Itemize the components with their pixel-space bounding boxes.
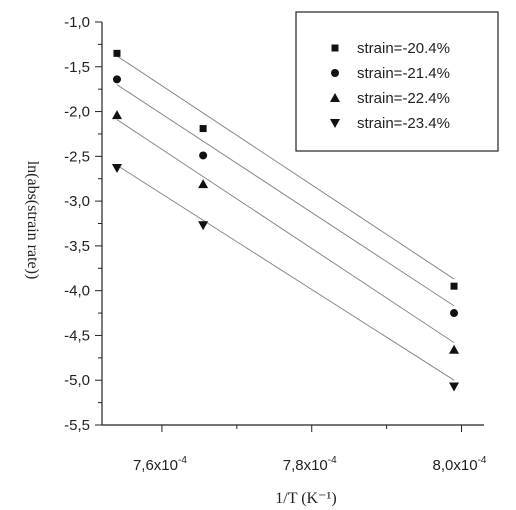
legend-marker: [330, 93, 340, 102]
data-point: [112, 75, 121, 84]
data-point: [111, 163, 122, 173]
data-point: [450, 309, 459, 318]
legend-label: strain=-20.4%: [357, 40, 450, 57]
y-tick-label: -3,0: [64, 193, 90, 210]
fit-line: [116, 84, 455, 307]
fit-line: [116, 119, 455, 344]
data-point: [113, 49, 121, 57]
x-tick-label: 8,0x10-4: [433, 455, 487, 474]
fit-lines: [116, 55, 455, 381]
fit-line: [116, 164, 455, 381]
y-tick-label: -1,5: [64, 59, 90, 76]
data-point: [450, 282, 458, 290]
y-tick-label: -1,0: [64, 14, 90, 31]
legend-label: strain=-21.4%: [357, 65, 450, 82]
y-tick-label: -5,0: [64, 372, 90, 389]
data-point: [111, 110, 122, 120]
x-tick-label: 7,8x10-4: [283, 455, 337, 474]
legend-box: [295, 11, 499, 152]
data-point: [199, 125, 207, 133]
y-axis-title: ln(abs(strain rate)): [24, 161, 41, 280]
y-tick-label: -2,5: [64, 148, 90, 165]
ticks: -1,0 -1,5 -2,0 -2,5 -3,0 -3,5 -4,0 -4,5 -5,0 -5,5…: [64, 14, 487, 474]
legend-marker: [330, 119, 340, 128]
x-axis-title: 1/T (K⁻¹): [275, 490, 336, 507]
data-point: [449, 382, 460, 392]
legend-marker: [331, 69, 339, 77]
y-tick-label: -4,0: [64, 283, 90, 300]
y-tick-label: -4,5: [64, 327, 90, 344]
legend-label: strain=-23.4%: [357, 115, 450, 132]
fit-line: [116, 55, 455, 280]
data-points: [111, 49, 460, 392]
data-point: [198, 221, 209, 231]
legend-marker: [331, 44, 339, 52]
y-tick-label: -2,0: [64, 104, 90, 121]
y-tick-label: -3,5: [64, 238, 90, 255]
x-tick-label: 7,6x10-4: [133, 455, 187, 474]
data-point: [449, 344, 460, 354]
legend-label: strain=-22.4%: [357, 90, 450, 107]
legend: strain=-20.4% strain=-21.4% strain=-22.4% s…: [295, 11, 499, 152]
data-point: [198, 179, 209, 189]
y-tick-label: -5,5: [64, 417, 90, 434]
data-point: [199, 151, 208, 160]
